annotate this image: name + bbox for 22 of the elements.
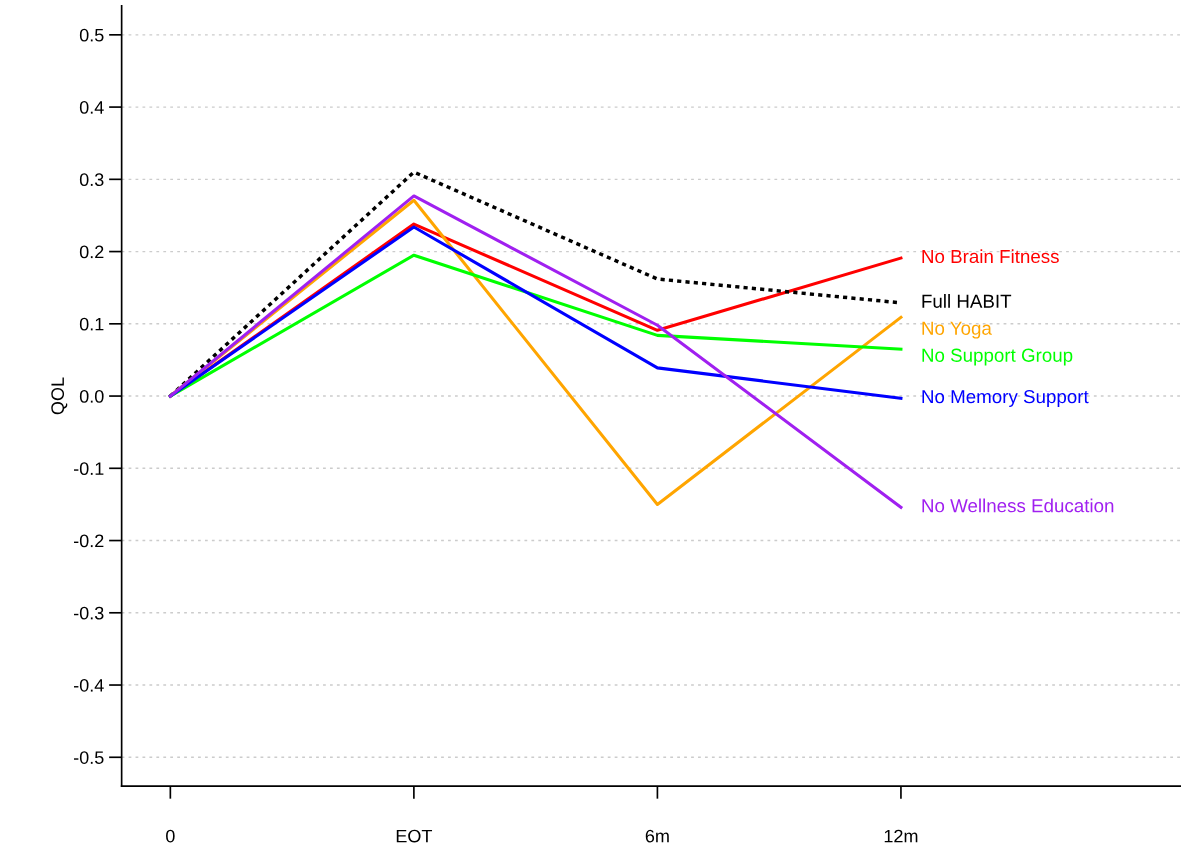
y-tick-label: 0.0 xyxy=(79,389,104,403)
x-tick-label: 0 xyxy=(166,829,175,843)
y-tick-label: -0.4 xyxy=(73,678,104,692)
y-tick-label: -0.3 xyxy=(73,606,104,620)
y-tick-label: -0.2 xyxy=(73,534,104,548)
x-tick-label: EOT xyxy=(396,829,433,843)
series-label: No Yoga xyxy=(922,321,992,339)
y-tick-label: 0.4 xyxy=(79,101,104,114)
y-tick-label: 0.3 xyxy=(79,173,104,187)
y-tick-label: 0.2 xyxy=(79,245,104,259)
series-label: No Memory Support xyxy=(922,389,1089,407)
x-tick-label: 6m xyxy=(645,829,669,843)
y-tick-label: -0.5 xyxy=(73,751,104,764)
x-tick-label: 12m xyxy=(884,829,918,843)
series-label: Full HABIT xyxy=(922,294,1012,308)
series-label: No Brain Fitness xyxy=(922,249,1059,264)
series-label: No Support Group xyxy=(922,348,1073,366)
series-label: No Wellness Education xyxy=(922,498,1114,513)
y-tick-label: 0.5 xyxy=(79,28,104,42)
y-tick-label: 0.1 xyxy=(79,317,104,331)
y-tick-label: -0.1 xyxy=(73,462,104,476)
y-axis-title: QOL xyxy=(51,377,68,415)
